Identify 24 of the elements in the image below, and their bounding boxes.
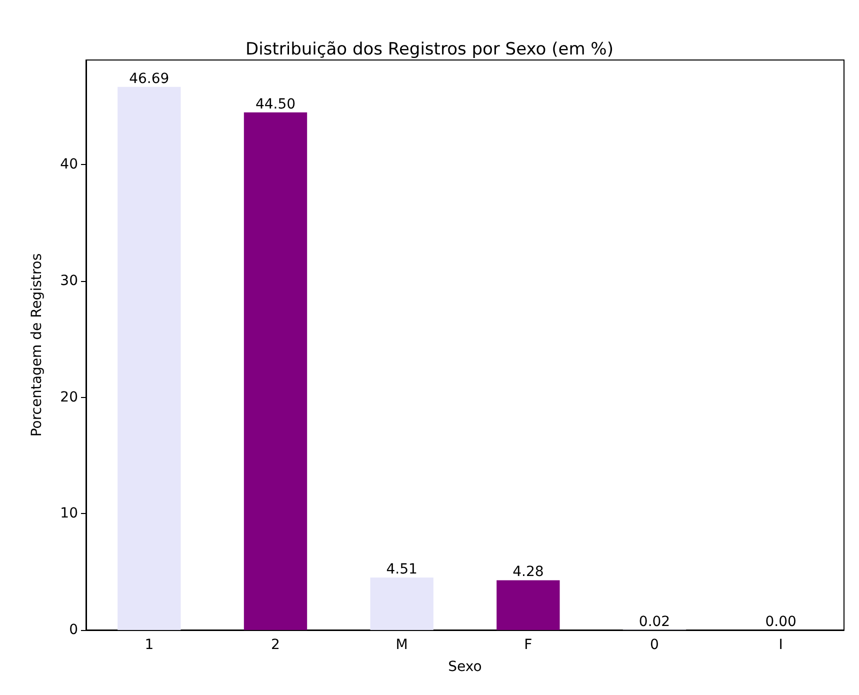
bar bbox=[118, 86, 181, 630]
data-label: 0.00 bbox=[765, 614, 796, 630]
x-tick-label: 0 bbox=[650, 637, 659, 653]
data-label: 4.28 bbox=[512, 564, 544, 580]
y-tick-label: 0 bbox=[69, 622, 78, 638]
data-label: 0.02 bbox=[638, 614, 670, 630]
x-tick-label: M bbox=[396, 637, 408, 653]
chart-title: Distribuição dos Registros por Sexo (em %) bbox=[246, 40, 614, 60]
data-label: 44.50 bbox=[255, 96, 296, 112]
x-tick-label: I bbox=[778, 637, 783, 653]
y-tick-label: 10 bbox=[60, 506, 78, 522]
y-axis-title: Porcentagem de Registros bbox=[29, 253, 45, 437]
x-tick-label: 1 bbox=[144, 637, 154, 653]
data-label: 4.51 bbox=[386, 562, 418, 578]
bar bbox=[496, 580, 560, 630]
y-tick-label: 30 bbox=[60, 273, 78, 290]
y-tick-label: 20 bbox=[60, 389, 78, 406]
bar bbox=[244, 112, 308, 630]
y-tick-label: 40 bbox=[60, 156, 78, 173]
bar bbox=[370, 578, 434, 630]
x-axis-title: Sexo bbox=[448, 659, 482, 675]
x-tick-label: 2 bbox=[271, 637, 280, 653]
data-label: 46.69 bbox=[129, 70, 170, 87]
x-tick-label: F bbox=[524, 637, 532, 653]
